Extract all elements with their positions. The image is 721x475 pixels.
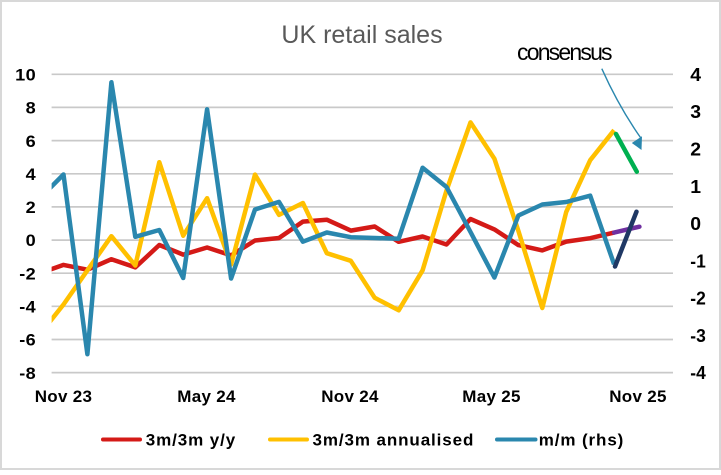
svg-text:m/m (rhs): m/m (rhs) (539, 430, 625, 449)
svg-text:4: 4 (690, 64, 702, 85)
svg-text:3m/3m annualised: 3m/3m annualised (313, 430, 475, 449)
svg-text:3m/3m y/y: 3m/3m y/y (146, 430, 236, 449)
svg-text:3: 3 (690, 101, 701, 122)
svg-text:-8: -8 (19, 364, 36, 383)
svg-text:Nov 23: Nov 23 (35, 387, 93, 406)
svg-text:6: 6 (26, 132, 36, 151)
svg-text:2: 2 (690, 139, 701, 160)
svg-text:consensus: consensus (517, 39, 612, 65)
svg-text:-1: -1 (690, 250, 706, 271)
svg-text:May 25: May 25 (462, 387, 521, 406)
svg-text:0: 0 (690, 213, 701, 234)
svg-text:-4: -4 (690, 362, 706, 383)
svg-text:-6: -6 (19, 331, 36, 350)
svg-text:-2: -2 (690, 288, 706, 309)
svg-text:May 24: May 24 (177, 387, 236, 406)
svg-text:8: 8 (26, 99, 36, 118)
svg-text:Nov 24: Nov 24 (321, 387, 379, 406)
svg-text:Nov 25: Nov 25 (609, 387, 667, 406)
svg-text:4: 4 (26, 165, 37, 184)
svg-text:UK retail sales: UK retail sales (281, 21, 442, 49)
svg-text:-3: -3 (690, 325, 706, 346)
svg-text:1: 1 (690, 176, 701, 197)
svg-text:0: 0 (26, 231, 36, 250)
svg-text:2: 2 (26, 198, 36, 217)
svg-text:-4: -4 (19, 298, 36, 317)
svg-text:10: 10 (15, 66, 36, 85)
svg-text:-2: -2 (19, 264, 36, 283)
